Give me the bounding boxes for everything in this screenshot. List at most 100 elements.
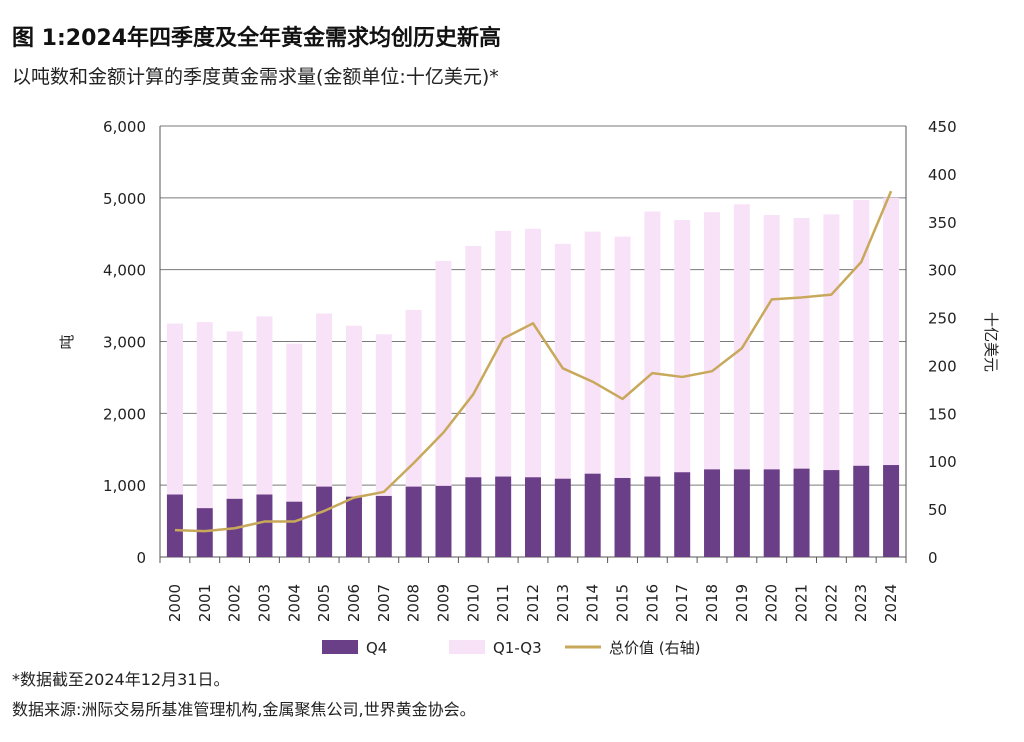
x-tick-label: 2023	[852, 584, 870, 622]
y-tick-label: 5,000	[103, 190, 146, 208]
y2-tick-label: 50	[928, 501, 947, 519]
bar-q4	[166, 494, 183, 557]
bar-q4	[853, 465, 870, 557]
bar-q1-q3	[883, 197, 900, 466]
x-tick-label: 2015	[614, 584, 632, 622]
bar-q4	[584, 473, 601, 557]
bar-q1-q3	[256, 316, 273, 495]
y2-axis-label: 十亿美元	[982, 312, 1000, 372]
y2-tick-label: 250	[928, 310, 957, 328]
bar-q4	[345, 496, 362, 557]
x-tick-label: 2002	[226, 584, 244, 622]
y2-tick-label: 0	[928, 549, 938, 567]
bar-q1-q3	[733, 204, 750, 470]
x-tick-label: 2006	[345, 584, 363, 622]
bar-q1-q3	[644, 211, 661, 477]
x-tick-label: 2007	[375, 584, 393, 622]
x-tick-label: 2003	[255, 584, 273, 622]
x-tick-label: 2012	[524, 584, 542, 622]
bar-q1-q3	[316, 313, 333, 487]
y-tick-label: 0	[136, 549, 146, 567]
data-source-note: 数据来源:洲际交易所基准管理机构,金属聚焦公司,世界黄金协会。	[12, 700, 476, 719]
bar-q4	[883, 465, 900, 557]
x-tick-label: 2008	[405, 584, 423, 622]
legend-label-total: 总价值 (右轴)	[609, 639, 700, 657]
x-tick-label: 2016	[643, 584, 661, 622]
y2-tick-label: 450	[928, 118, 957, 136]
bar-q1-q3	[405, 309, 422, 487]
bar-q4	[823, 470, 840, 557]
y2-tick-label: 200	[928, 357, 957, 375]
bar-q1-q3	[853, 199, 870, 466]
x-tick-label: 2000	[166, 584, 184, 622]
x-tick-label: 2011	[494, 584, 512, 622]
x-tick-label: 2018	[703, 584, 721, 622]
bar-q4	[286, 501, 303, 557]
x-tick-label: 2001	[196, 584, 214, 622]
y-tick-label: 1,000	[103, 477, 146, 495]
bar-q4	[405, 486, 422, 557]
bar-q4	[256, 494, 273, 557]
y2-tick-label: 400	[928, 166, 957, 184]
bar-q1-q3	[375, 334, 392, 496]
bar-q1-q3	[435, 261, 452, 486]
y-tick-label: 2,000	[103, 405, 146, 423]
legend-swatch-q1-q3	[449, 640, 485, 654]
legend-label-q1-q3: Q1-Q3	[493, 639, 542, 657]
y2-tick-label: 100	[928, 453, 957, 471]
chart-title: 图 1:2024年四季度及全年黄金需求均创历史新高	[12, 26, 501, 51]
bar-q4	[704, 469, 721, 557]
bar-q1-q3	[196, 322, 213, 509]
x-tick-label: 2019	[733, 584, 751, 622]
x-tick-label: 2020	[763, 584, 781, 622]
bar-q4	[793, 468, 810, 557]
bar-q1-q3	[286, 343, 303, 502]
bar-q4	[435, 485, 452, 557]
bar-q4	[674, 472, 691, 557]
x-tick-label: 2014	[584, 584, 602, 622]
y-tick-label: 4,000	[103, 262, 146, 280]
y2-tick-label: 150	[928, 405, 957, 423]
bar-q1-q3	[465, 245, 482, 478]
legend-swatch-q4	[322, 640, 358, 654]
bar-q4	[763, 469, 780, 557]
bar-q1-q3	[704, 212, 721, 470]
bar-q1-q3	[823, 214, 840, 471]
y-tick-label: 3,000	[103, 334, 146, 352]
bar-q4	[465, 477, 482, 557]
bar-q1-q3	[614, 236, 631, 478]
x-tick-label: 2024	[882, 584, 900, 622]
chart-subtitle: 以吨数和金额计算的季度黄金需求量(金额单位:十亿美元)*	[12, 66, 499, 88]
y-axis-label: 吨	[58, 334, 76, 349]
bar-q4	[644, 476, 661, 557]
bar-q4	[375, 495, 392, 557]
y-tick-label: 6,000	[103, 118, 146, 136]
x-tick-label: 2021	[793, 584, 811, 622]
data-date-note: *数据截至2024年12月31日。	[12, 670, 230, 689]
bar-q4	[554, 478, 571, 557]
bar-q1-q3	[674, 220, 691, 473]
x-tick-label: 2009	[434, 584, 452, 622]
bar-q1-q3	[226, 331, 243, 499]
x-tick-label: 2005	[315, 584, 333, 622]
bar-q4	[196, 508, 213, 557]
bar-q4	[733, 469, 750, 557]
bar-q1-q3	[495, 230, 512, 477]
x-tick-label: 2004	[285, 584, 303, 622]
bar-q1-q3	[166, 323, 183, 495]
bar-q4	[614, 477, 631, 557]
bar-q4	[495, 476, 512, 557]
legend-label-q4: Q4	[366, 639, 387, 657]
bar-q4	[316, 486, 333, 557]
y2-tick-label: 300	[928, 262, 957, 280]
bar-q1-q3	[584, 231, 601, 474]
bar-q1-q3	[554, 243, 571, 479]
x-tick-label: 2010	[464, 584, 482, 622]
bar-q4	[525, 477, 541, 557]
y2-tick-label: 350	[928, 214, 957, 232]
bar-q1-q3	[793, 217, 810, 469]
bar-q1-q3	[763, 215, 780, 470]
bar-q1-q3	[525, 228, 541, 478]
x-tick-label: 2013	[554, 584, 572, 622]
